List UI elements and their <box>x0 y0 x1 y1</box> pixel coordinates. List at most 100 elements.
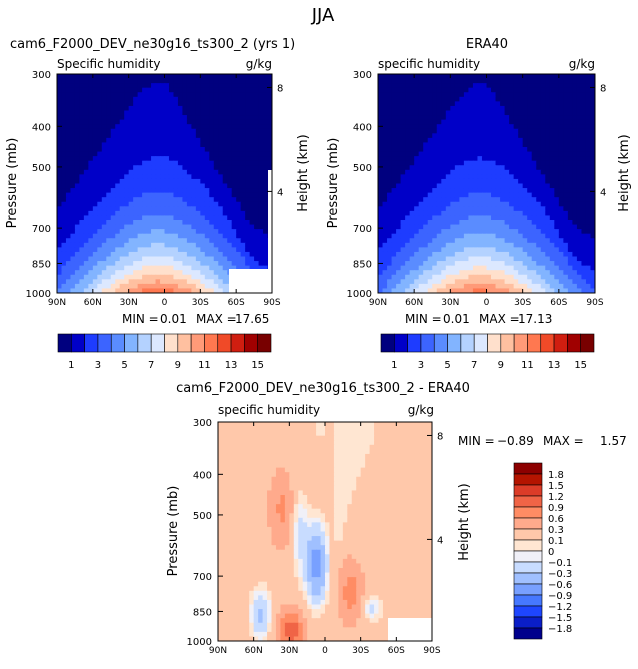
field-cell <box>563 197 568 202</box>
field-cell <box>554 97 559 102</box>
field-cell <box>200 188 205 193</box>
field-cell <box>518 111 523 116</box>
field-cell <box>196 170 201 175</box>
field-cell <box>482 225 487 230</box>
field-cell <box>487 111 492 116</box>
field-cell <box>79 206 84 211</box>
field-cell <box>428 197 433 202</box>
field-cell <box>57 129 62 134</box>
field-cell <box>250 202 255 207</box>
field-cell <box>187 247 192 252</box>
field-cell <box>93 83 98 88</box>
field-cell <box>259 101 264 106</box>
field-cell <box>111 133 116 138</box>
field-cell <box>316 436 321 441</box>
field-cell <box>142 120 147 125</box>
field-cell <box>536 179 541 184</box>
field-cell <box>66 156 71 161</box>
field-cell <box>514 234 519 239</box>
field-cell <box>102 266 107 271</box>
colorbar-box <box>85 334 98 352</box>
field-cell <box>223 97 228 102</box>
field-cell <box>568 188 573 193</box>
field-cell <box>410 83 415 88</box>
field-cell <box>446 270 451 275</box>
field-cell <box>446 275 451 280</box>
field-cell <box>165 124 170 129</box>
field-cell <box>236 161 241 166</box>
field-cell <box>401 220 406 225</box>
field-cell <box>106 202 111 207</box>
field-cell <box>160 266 165 271</box>
field-cell <box>57 133 62 138</box>
field-cell <box>577 152 582 157</box>
field-cell <box>396 124 401 129</box>
field-cell <box>102 120 107 125</box>
field-cell <box>586 133 591 138</box>
field-cell <box>93 179 98 184</box>
field-cell <box>410 436 415 441</box>
field-cell <box>250 225 255 230</box>
field-cell <box>124 284 129 289</box>
field-cell <box>532 74 537 79</box>
field-cell <box>84 147 89 152</box>
field-cell <box>410 215 415 220</box>
field-cell <box>496 247 501 252</box>
field-cell <box>165 197 170 202</box>
field-cell <box>401 243 406 248</box>
field-cell <box>477 225 482 230</box>
field-cell <box>321 427 326 432</box>
field-cell <box>450 229 455 234</box>
field-cell <box>120 206 125 211</box>
field-cell <box>405 179 410 184</box>
field-cell <box>129 83 134 88</box>
field-cell <box>446 124 451 129</box>
field-cell <box>532 79 537 84</box>
field-cell <box>57 202 62 207</box>
field-cell <box>232 147 237 152</box>
field-cell <box>165 220 170 225</box>
field-cell <box>586 206 591 211</box>
field-cell <box>482 120 487 125</box>
field-cell <box>151 97 156 102</box>
field-cell <box>187 165 192 170</box>
field-cell <box>66 179 71 184</box>
field-cell <box>285 436 290 441</box>
field-cell <box>111 138 116 143</box>
field-cell <box>70 101 75 106</box>
field-cell <box>182 275 187 280</box>
field-cell <box>536 284 541 289</box>
field-cell <box>79 188 84 193</box>
field-cell <box>554 284 559 289</box>
field-cell <box>236 431 241 436</box>
field-cell <box>178 284 183 289</box>
field-cell <box>165 270 170 275</box>
field-cell <box>191 133 196 138</box>
field-cell <box>545 243 550 248</box>
field-cell <box>214 243 219 248</box>
field-cell <box>133 261 138 266</box>
field-cell <box>254 79 259 84</box>
field-cell <box>446 206 451 211</box>
field-cell <box>527 83 532 88</box>
panel-diff-field <box>218 422 433 642</box>
field-cell <box>209 252 214 257</box>
field-cell <box>464 229 469 234</box>
field-cell <box>178 261 183 266</box>
field-cell <box>383 115 388 120</box>
field-cell <box>245 215 250 220</box>
field-cell <box>450 83 455 88</box>
field-cell <box>563 270 568 275</box>
field-cell <box>241 211 246 216</box>
field-cell <box>527 138 532 143</box>
field-cell <box>218 238 223 243</box>
field-cell <box>93 266 98 271</box>
field-cell <box>209 147 214 152</box>
field-cell <box>468 129 473 134</box>
field-cell <box>387 165 392 170</box>
field-cell <box>536 92 541 97</box>
field-cell <box>223 92 228 97</box>
field-cell <box>343 440 348 445</box>
field-cell <box>414 211 419 216</box>
field-cell <box>545 147 550 152</box>
